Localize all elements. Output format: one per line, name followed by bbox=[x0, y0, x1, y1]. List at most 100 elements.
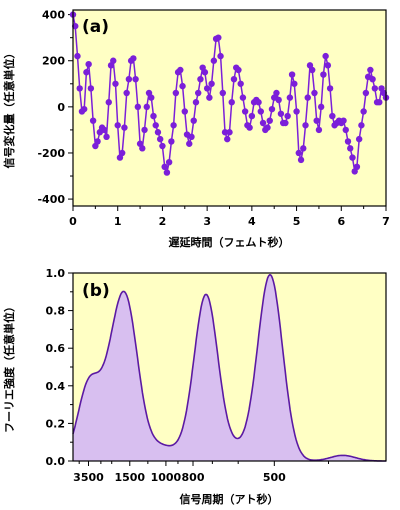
data-point-a bbox=[284, 112, 291, 120]
spectrum-line bbox=[72, 273, 386, 462]
data-point-a bbox=[230, 75, 238, 83]
data-point-a bbox=[277, 110, 285, 117]
data-point-a bbox=[228, 99, 235, 106]
data-point-a bbox=[148, 94, 155, 101]
data-point-a bbox=[125, 75, 133, 83]
y-tick-label-a: 0 bbox=[57, 101, 65, 114]
data-point-a bbox=[358, 122, 365, 129]
data-point-a bbox=[367, 66, 374, 74]
data-point-a bbox=[105, 99, 112, 106]
data-point-a bbox=[156, 135, 164, 143]
data-point-a bbox=[219, 89, 226, 97]
data-point-a bbox=[186, 140, 193, 147]
x-tick-label-a: 1 bbox=[114, 215, 122, 228]
y-tick-label-b: 0.6 bbox=[46, 342, 66, 355]
data-point-a bbox=[168, 138, 175, 145]
data-point-a bbox=[224, 135, 231, 143]
data-point-a bbox=[340, 117, 347, 124]
data-point-a bbox=[237, 80, 244, 87]
data-point-a bbox=[257, 108, 264, 115]
panel-label-a: (a) bbox=[82, 17, 109, 37]
data-point-a bbox=[362, 89, 370, 97]
data-point-a bbox=[347, 145, 354, 152]
data-point-a bbox=[134, 103, 142, 111]
y-tick-label-b: 0.8 bbox=[46, 305, 66, 318]
data-point-a bbox=[259, 119, 267, 127]
data-point-a bbox=[326, 85, 334, 92]
data-point-a bbox=[165, 158, 173, 166]
data-point-a bbox=[190, 117, 197, 124]
data-point-a bbox=[246, 124, 253, 131]
spectrum-fill bbox=[73, 274, 386, 461]
data-point-a bbox=[369, 75, 376, 83]
data-point-a bbox=[295, 149, 303, 157]
data-point-a bbox=[83, 69, 90, 76]
data-point-a bbox=[172, 89, 180, 97]
data-point-a bbox=[371, 85, 379, 92]
data-point-a bbox=[203, 85, 211, 92]
data-point-a bbox=[360, 108, 367, 115]
data-point-a bbox=[349, 154, 356, 161]
data-point-a bbox=[154, 129, 162, 136]
data-point-a bbox=[206, 94, 213, 101]
data-point-a bbox=[241, 108, 249, 115]
data-point-a bbox=[192, 99, 200, 106]
data-point-a bbox=[76, 85, 83, 92]
x-tick-label-a: 0 bbox=[69, 215, 77, 228]
data-point-a bbox=[235, 66, 242, 74]
data-point-a bbox=[293, 108, 300, 115]
data-point-a bbox=[255, 99, 262, 106]
data-point-a bbox=[248, 112, 256, 120]
data-point-a bbox=[297, 156, 305, 164]
data-point-a bbox=[87, 85, 95, 92]
y-tick-label-b: 0.2 bbox=[46, 417, 66, 430]
data-point-a bbox=[139, 145, 146, 152]
x-tick-label-a: 4 bbox=[248, 215, 256, 228]
x-tick-label-a: 2 bbox=[159, 215, 167, 228]
data-point-a bbox=[143, 103, 150, 111]
data-point-a bbox=[268, 105, 276, 113]
y-tick-label-a: -400 bbox=[37, 193, 65, 206]
data-point-a bbox=[159, 142, 166, 150]
data-point-a bbox=[342, 126, 349, 134]
panel-b: 3500 1500 1000 800 500 0.0 0.2 0.4 0.6 0.8 1.0 (b)… bbox=[2, 267, 387, 506]
x-tick-label-a: 7 bbox=[382, 215, 390, 228]
data-point-a bbox=[304, 94, 311, 101]
x-tick-label-b: 3500 bbox=[73, 471, 104, 484]
data-point-a bbox=[123, 89, 130, 97]
data-point-a bbox=[266, 117, 273, 124]
data-point-a bbox=[286, 94, 294, 101]
data-point-a bbox=[141, 126, 148, 134]
data-point-a bbox=[376, 99, 383, 106]
data-point-a bbox=[288, 71, 296, 78]
data-point-a bbox=[89, 117, 97, 124]
data-point-a bbox=[264, 124, 271, 131]
x-tick-label-a: 6 bbox=[337, 215, 345, 228]
data-point-a bbox=[201, 69, 209, 76]
data-point-a bbox=[179, 82, 186, 90]
x-tick-label-b: 500 bbox=[263, 471, 286, 484]
data-point-a bbox=[311, 89, 318, 97]
data-point-a bbox=[132, 75, 139, 83]
x-tick-label-a: 3 bbox=[203, 215, 211, 228]
y-axis-title-b: フーリエ強度（任意単位） bbox=[2, 301, 16, 433]
x-tick-label-b: 1000 bbox=[151, 471, 182, 484]
panel-label-b: (b) bbox=[82, 281, 110, 301]
data-point-a bbox=[130, 55, 137, 62]
data-point-a bbox=[215, 34, 222, 41]
x-axis-title-a: 遅延時間（フェムト秒） bbox=[169, 235, 290, 249]
data-point-a bbox=[101, 126, 108, 134]
y-tick-label-a: 400 bbox=[42, 9, 65, 22]
y-tick-label-b: 1.0 bbox=[46, 267, 66, 280]
data-point-a bbox=[324, 62, 332, 69]
data-point-a bbox=[322, 52, 329, 60]
data-point-a bbox=[152, 122, 159, 129]
x-tick-label-a: 5 bbox=[293, 215, 301, 228]
y-tick-label-a: 200 bbox=[42, 55, 65, 68]
data-point-a bbox=[85, 60, 92, 68]
data-point-a bbox=[177, 66, 184, 74]
data-point-a bbox=[217, 52, 224, 60]
data-point-a bbox=[226, 129, 233, 136]
x-axis-title-b: 信号周期（アト秒） bbox=[180, 492, 279, 506]
y-tick-label-a: -200 bbox=[37, 147, 65, 160]
